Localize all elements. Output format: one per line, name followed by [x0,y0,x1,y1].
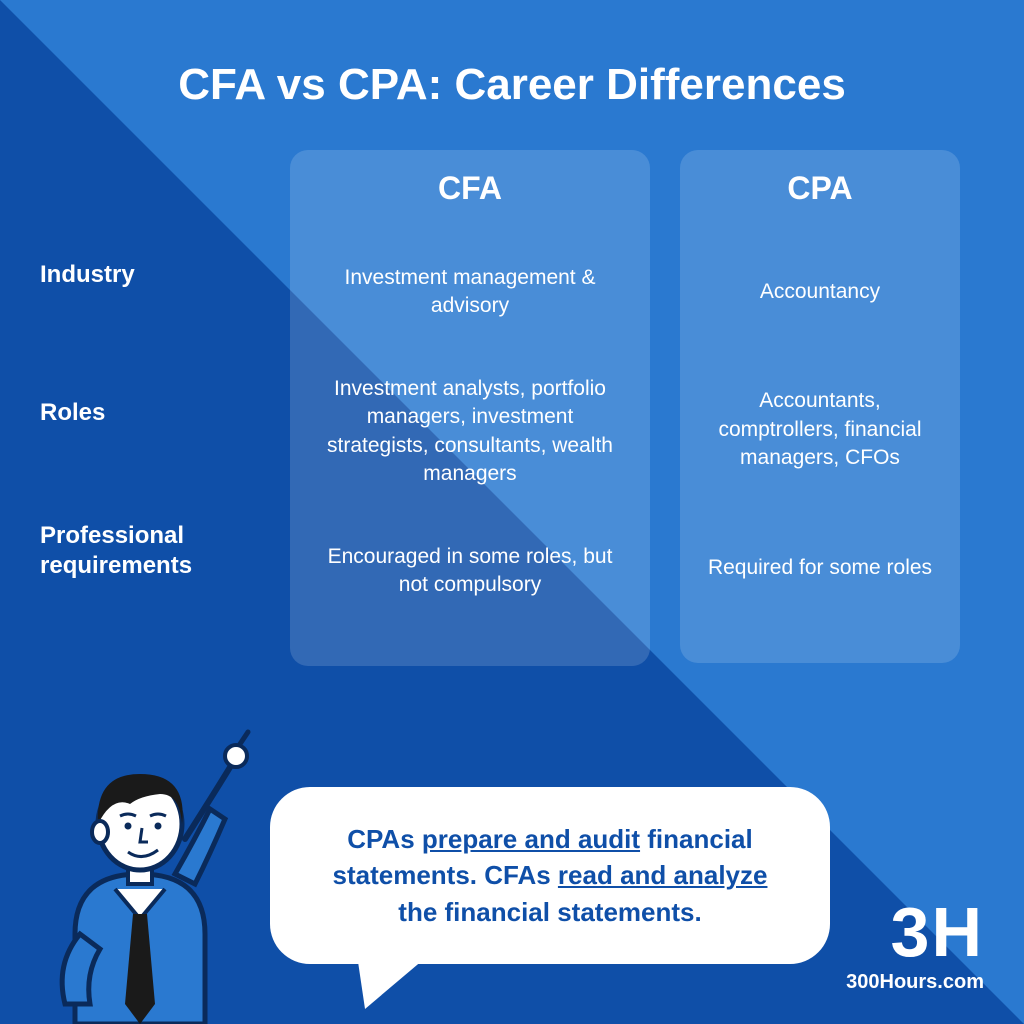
logo-mark: 3H [846,897,984,967]
cfa-industry: Investment management & advisory [314,264,626,321]
labels-column: Industry Roles Professional requirements [40,150,260,634]
cfa-card: CFA Investment management & advisory Inv… [290,150,650,666]
speech-bubble-wrap: CPAs prepare and audit financial stateme… [270,787,830,964]
speech-bubble: CPAs prepare and audit financial stateme… [270,787,830,964]
bubble-text-3: the financial statements. [398,897,701,927]
bubble-emph-1: prepare and audit [422,824,640,854]
comparison-table: Industry Roles Professional requirements… [40,150,984,666]
cpa-header: CPA [704,170,936,207]
cfa-roles: Investment analysts, portfolio managers,… [314,375,626,488]
cpa-roles: Accountants, comptrollers, financial man… [704,387,936,472]
row-label-requirements: Professional requirements [40,521,260,581]
cfa-requirements: Encouraged in some roles, but not compul… [314,543,626,600]
main-content: CFA vs CPA: Career Differences Industry … [0,0,1024,666]
brand-logo: 3H 300Hours.com [846,897,984,994]
logo-url: 300Hours.com [846,971,984,994]
cpa-requirements: Required for some roles [708,554,932,582]
cfa-header: CFA [314,170,626,207]
person-illustration [20,724,300,1024]
cpa-industry: Accountancy [760,278,880,306]
cpa-card: CPA Accountancy Accountants, comptroller… [680,150,960,663]
row-label-industry: Industry [40,260,135,290]
row-label-roles: Roles [40,398,105,428]
page-title: CFA vs CPA: Career Differences [40,60,984,110]
bubble-text-1: CPAs [347,824,422,854]
bubble-tail [345,946,424,1017]
bubble-emph-2: read and analyze [558,860,768,890]
